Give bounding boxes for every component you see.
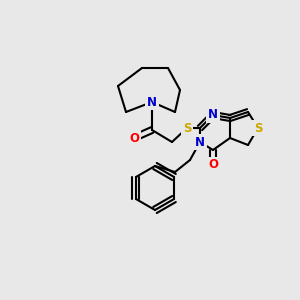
Text: S: S xyxy=(254,122,262,134)
Text: N: N xyxy=(195,136,205,148)
Text: N: N xyxy=(208,109,218,122)
Text: O: O xyxy=(129,131,139,145)
Text: N: N xyxy=(147,95,157,109)
Text: S: S xyxy=(183,122,191,134)
Text: O: O xyxy=(208,158,218,172)
